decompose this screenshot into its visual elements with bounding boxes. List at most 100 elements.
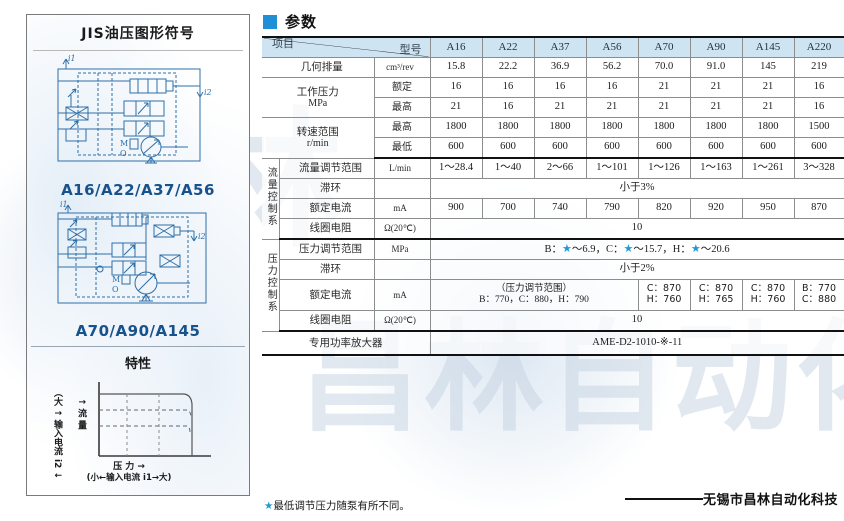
row-unit-flow-coil-resistance: Ω(20℃) [373, 218, 431, 240]
cell-displacement-a22: 22.2 [481, 57, 535, 78]
diagram2-caption: A70/A90/A145 [75, 322, 201, 340]
cell-pressure-current-a145: C：870 H：760 [741, 279, 795, 311]
cell-speed-max-a90: 1800 [689, 117, 743, 138]
cell-pressure-hysteresis-all: 小于2% [429, 259, 844, 280]
cell-pressure-current-group: （压力调节范围） B：770，C：880，H：790 [429, 279, 639, 311]
table-row: 线圈电阻 Ω(20℃) 10 [262, 218, 844, 240]
cell-flow-hysteresis-all: 小于3% [429, 178, 844, 199]
chart-x-axis-label: 压 力 → [113, 460, 145, 472]
diagram-label-i2: i2 [204, 88, 212, 97]
row-unit-flow-range: L/min [373, 157, 431, 179]
specification-table-wrapper: 型号 项目 A16 A22 A37 A56 A70 A90 A145 A220 … [262, 36, 844, 356]
header-corner-cell: 型号 项目 [262, 36, 431, 58]
row-label-working-pressure: 工作压力 MPa [262, 77, 375, 118]
cell-flow-current-a37: 740 [533, 198, 587, 219]
row-sub-rated: 额定 [373, 77, 431, 98]
panel-divider-2 [31, 346, 245, 347]
cell-flow-range-a22: 1～40 [481, 157, 535, 179]
row-unit-flow-hysteresis [373, 178, 431, 199]
svg-text:i1: i1 [60, 200, 68, 209]
characteristic-title: 特性 [124, 357, 151, 372]
row-label-flow-range: 流量调节范围 [278, 157, 375, 179]
cell-pressure-current-a220: B：770 C：880 [793, 279, 844, 311]
model-header-a70: A70 [637, 36, 691, 58]
star-icon-2: ★ [623, 242, 634, 255]
cell-flow-current-a90: 920 [689, 198, 743, 219]
cell-displacement-a145: 145 [741, 57, 795, 78]
company-signature: 无锡市昌林自动化科技 [624, 489, 838, 508]
cell-speed-min-a16: 600 [429, 137, 483, 159]
table-row: 转速范围 r/min 最高 1800 1800 1800 1800 1800 1… [262, 117, 844, 159]
svg-text:M: M [112, 275, 120, 284]
signature-rule [624, 497, 703, 500]
row-label-pressure-range: 压力调节范围 [278, 238, 375, 260]
model-header-a90: A90 [689, 36, 743, 58]
panel-divider [33, 50, 243, 51]
table-row: 额定电流 mA 900 700 740 790 820 920 950 870 [262, 198, 844, 219]
cell-speed-min-a220: 600 [793, 137, 844, 159]
cell-pressure-max-a70: 21 [637, 97, 691, 118]
cell-flow-current-a16: 900 [429, 198, 483, 219]
cell-speed-max-a22: 1800 [481, 117, 535, 138]
cell-amplifier-value: AME-D2-1010-※-11 [429, 330, 844, 356]
chart-y-axis-inner-label: ↑ 流 量 [76, 398, 87, 431]
model-header-a220: A220 [793, 36, 844, 58]
row-label-speed-range: 转速范围 r/min [262, 117, 375, 159]
cell-pressure-rated-a56: 16 [585, 77, 639, 98]
svg-text:O: O [112, 285, 119, 294]
row-sub-speed-max: 最高 [373, 117, 431, 138]
svg-text:i2: i2 [198, 232, 206, 241]
star-icon-1: ★ [561, 242, 572, 255]
cell-speed-max-a70: 1800 [637, 117, 691, 138]
cell-flow-range-a90: 1～163 [689, 157, 743, 179]
row-unit-pressure-rated-current: mA [373, 279, 431, 311]
row-label-flow-hysteresis: 滞环 [278, 178, 375, 199]
cell-speed-max-a37: 1800 [533, 117, 587, 138]
cell-flow-range-a16: 1～28.4 [429, 157, 483, 179]
row-label-pressure-coil-resistance: 线圈电阻 [278, 310, 375, 332]
row-unit-pressure-coil-resistance: Ω(20℃) [373, 310, 431, 332]
row-label-displacement: 几何排量 [262, 57, 375, 78]
table-row: 压力控制系 压力调节范围 MPa B：★～6.9，C：★～15.7，H：★～20… [262, 238, 844, 332]
section-label-flow-control: 流量控制系 [262, 157, 280, 240]
cell-flow-current-a145: 950 [741, 198, 795, 219]
row-unit-pressure-hysteresis [373, 259, 431, 280]
cell-pressure-max-a37: 21 [533, 97, 587, 118]
header-item-label: 项目 [272, 37, 294, 51]
row-label-flow-rated-current: 额定电流 [278, 198, 375, 219]
cell-flow-range-a145: 1～261 [741, 157, 795, 179]
cell-flow-current-a70: 820 [637, 198, 691, 219]
cell-pressure-max-a145: 21 [741, 97, 795, 118]
table-row: 额定电流 mA （压力调节范围） B：770，C：880，H：790 C：870… [262, 279, 844, 311]
cell-displacement-a90: 91.0 [689, 57, 743, 78]
row-label-pressure-rated-current: 额定电流 [278, 279, 375, 311]
cell-pressure-rated-a220: 16 [793, 77, 844, 98]
cell-displacement-a70: 70.0 [637, 57, 691, 78]
model-header-a37: A37 [533, 36, 587, 58]
table-row: 滞环 小于3% [262, 178, 844, 199]
svg-text:O: O [120, 149, 127, 158]
cell-pressure-max-a90: 21 [689, 97, 743, 118]
diagram1-caption: A16/A22/A37/A56 [61, 181, 215, 199]
chart-y-axis-outer-label: （大 ↑ 输入电流 i2 ↓ 小） [52, 388, 64, 482]
cell-pressure-max-a22: 16 [481, 97, 535, 118]
row-label-amplifier: 专用功率放大器 [262, 330, 431, 356]
blue-square-icon [263, 14, 277, 29]
cell-speed-min-a70: 600 [637, 137, 691, 159]
table-header-row: 型号 项目 A16 A22 A37 A56 A70 A90 A145 A220 [262, 36, 844, 58]
cell-pressure-max-a220: 16 [793, 97, 844, 118]
characteristic-chart: （大 ↑ 输入电流 i2 ↓ 小） ↑ 流 量 压 力 → (小←输入电流 i1… [43, 374, 233, 482]
cell-pressure-rated-a22: 16 [481, 77, 535, 98]
cell-flow-range-a56: 1～101 [585, 157, 639, 179]
cell-pressure-rated-a70: 21 [637, 77, 691, 98]
cell-displacement-a220: 219 [793, 57, 844, 78]
table-footnote: ★最低调节压力随泵有所不同。 [264, 498, 410, 513]
specification-table: 型号 项目 A16 A22 A37 A56 A70 A90 A145 A220 … [262, 36, 844, 356]
company-name: 无锡市昌林自动化科技 [702, 493, 838, 508]
row-label-pressure-hysteresis: 滞环 [278, 259, 375, 280]
cell-pressure-range-all: B：★～6.9，C：★～15.7，H：★～20.6 [429, 238, 844, 260]
cell-pressure-rated-a37: 16 [533, 77, 587, 98]
cell-pressure-max-a56: 21 [585, 97, 639, 118]
cell-flow-current-a220: 870 [793, 198, 844, 219]
model-header-a22: A22 [481, 36, 535, 58]
